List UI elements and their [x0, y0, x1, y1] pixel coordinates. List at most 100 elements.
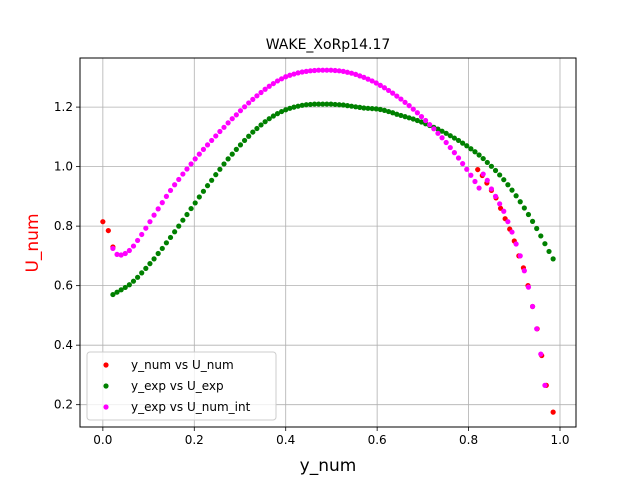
data-point [184, 166, 190, 172]
data-point [192, 200, 198, 206]
data-point [126, 247, 132, 254]
data-point [274, 78, 281, 84]
data-point [328, 67, 334, 73]
data-point [229, 151, 235, 157]
data-point [143, 265, 149, 271]
data-point [414, 110, 420, 116]
data-point [126, 282, 132, 288]
data-point [525, 211, 532, 218]
data-point [538, 233, 544, 239]
data-point [176, 223, 182, 229]
data-point [398, 112, 404, 119]
data-point [472, 149, 478, 155]
data-point [307, 68, 313, 74]
data-point [550, 409, 556, 415]
data-point [196, 194, 202, 200]
data-point [344, 69, 351, 75]
y-tick-label: 1.2 [54, 100, 73, 114]
data-point [130, 243, 137, 249]
data-point [501, 208, 507, 214]
data-point [497, 172, 503, 178]
data-point [439, 135, 445, 141]
legend: y_num vs U_num y_exp vs U_exp y_exp vs U_n… [86, 351, 277, 421]
data-point [328, 101, 334, 107]
data-point [180, 217, 186, 223]
data-point [135, 237, 141, 244]
data-point [324, 67, 330, 73]
data-point [279, 108, 285, 115]
data-point [385, 108, 392, 115]
data-point [542, 382, 548, 388]
plot-frame [79, 57, 577, 428]
data-point [525, 284, 532, 290]
data-point [406, 115, 412, 121]
data-point [443, 130, 449, 136]
data-point [254, 125, 260, 132]
data-point [336, 68, 342, 74]
data-point [122, 250, 128, 257]
data-point [143, 225, 149, 231]
data-point [200, 146, 207, 152]
data-point [307, 101, 313, 108]
data-point [534, 225, 540, 232]
data-point [287, 105, 293, 111]
data-point [139, 270, 145, 276]
data-point [172, 229, 178, 235]
legend-box [86, 351, 277, 421]
series-3 [110, 67, 548, 388]
data-point [241, 137, 248, 144]
data-point [225, 120, 231, 126]
data-point [365, 105, 371, 111]
data-point [291, 71, 297, 77]
data-point [204, 142, 211, 148]
data-point [299, 102, 305, 108]
y-tick-label: 0.2 [54, 398, 73, 412]
data-point [550, 256, 556, 262]
data-point [488, 163, 495, 169]
data-point [217, 166, 223, 172]
data-point [100, 219, 106, 225]
data-point [114, 251, 120, 258]
legend-marker [103, 383, 109, 389]
data-point [118, 287, 124, 293]
data-point [155, 250, 161, 257]
data-point [410, 116, 416, 122]
data-point [147, 261, 153, 267]
data-point [460, 140, 466, 146]
data-point [279, 76, 285, 82]
x-tick-label: 0.8 [459, 433, 478, 447]
data-point [311, 101, 318, 107]
data-point [353, 104, 359, 110]
data-point [390, 110, 396, 116]
x-tick-label: 0.4 [276, 433, 295, 447]
data-point [377, 82, 383, 88]
data-point [529, 218, 536, 224]
data-point [320, 101, 326, 107]
axis-ticks: 0.0 0.2 0.4 0.6 0.8 1.0 0.2 0.4 0.6 0.8 1.0 1.2 [54, 100, 570, 447]
data-point [135, 274, 141, 280]
data-point [365, 76, 371, 82]
data-point [348, 70, 355, 76]
data-point [377, 106, 383, 113]
data-point [464, 166, 470, 172]
data-point [270, 113, 276, 119]
data-point [196, 151, 202, 157]
data-point [246, 133, 252, 139]
data-point [521, 205, 527, 211]
data-point [237, 108, 244, 114]
data-point [406, 103, 412, 109]
data-point [237, 142, 244, 148]
data-point [427, 122, 433, 128]
y-tick-label: 0.8 [54, 219, 73, 233]
data-point [316, 101, 322, 107]
data-point [151, 256, 157, 262]
data-point [283, 107, 289, 113]
data-point [451, 150, 457, 156]
data-point [258, 122, 264, 128]
legend-entry-label: y_num vs U_num [131, 358, 234, 372]
data-point [476, 152, 482, 158]
data-point [513, 241, 519, 247]
x-tick-label: 1.0 [550, 433, 569, 447]
data-point [381, 85, 388, 91]
